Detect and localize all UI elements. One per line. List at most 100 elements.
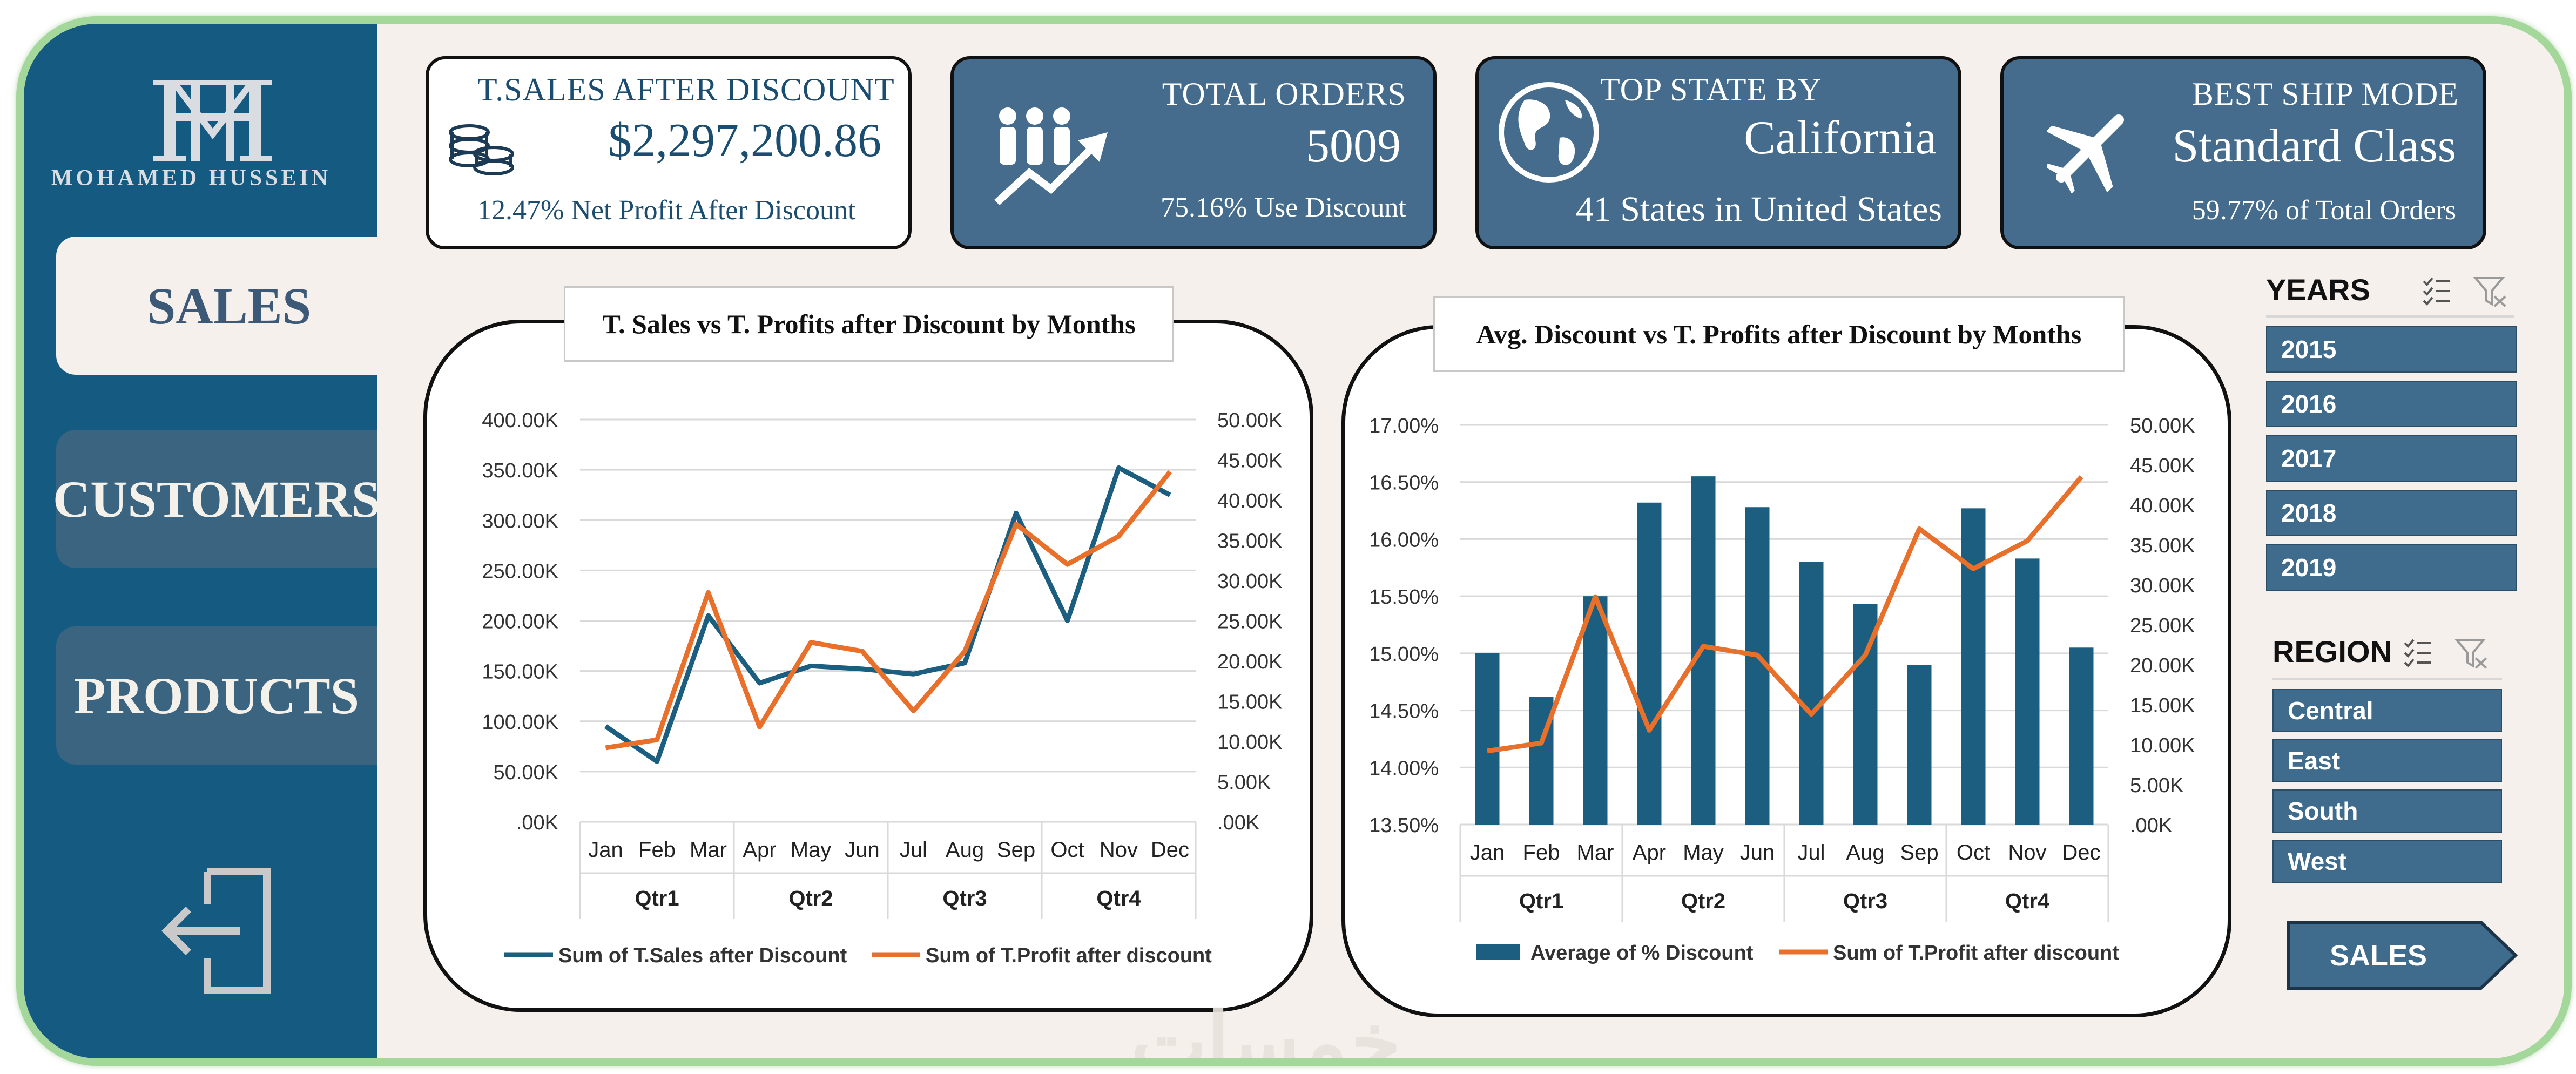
x-tick-label: Aug bbox=[1846, 841, 1884, 864]
group-label: Qtr3 bbox=[942, 887, 987, 910]
legend-label: Sum of T.Sales after Discount bbox=[558, 944, 847, 967]
group-label: Qtr1 bbox=[1519, 889, 1563, 913]
y2-tick-label: 15.00K bbox=[2130, 694, 2195, 717]
dashboard-frame: MOHAMED HUSSEIN SALES CUSTOMERS PRODUCTS… bbox=[16, 16, 2572, 1066]
x-tick-label: Jun bbox=[845, 838, 880, 862]
years-slicer-title: YEARS bbox=[2266, 273, 2370, 307]
chart-discount-profit-title: Avg. Discount vs T. Profits after Discou… bbox=[1433, 296, 2125, 372]
kpi-ship-title: BEST SHIP MODE bbox=[2191, 76, 2459, 112]
x-tick-label: Nov bbox=[1100, 838, 1138, 862]
bar-dec bbox=[2069, 647, 2094, 825]
x-tick-label: Dec bbox=[2062, 841, 2100, 864]
y2-tick-label: 5.00K bbox=[2130, 774, 2183, 797]
y-tick-label: 16.00% bbox=[1369, 529, 1439, 551]
region-item-east[interactable]: East bbox=[2272, 739, 2502, 782]
x-tick-label: Aug bbox=[946, 838, 984, 862]
y2-tick-label: 45.00K bbox=[1217, 450, 1282, 472]
clear-filter-icon[interactable] bbox=[2454, 639, 2487, 669]
group-label: Qtr3 bbox=[1843, 889, 1887, 913]
sales-button[interactable]: SALES bbox=[2287, 920, 2519, 990]
y-tick-label: 100.00K bbox=[482, 711, 558, 734]
region-item-south[interactable]: South bbox=[2272, 789, 2502, 833]
year-item-2019[interactable]: 2019 bbox=[2266, 544, 2517, 591]
kpi-orders-note: 75.16% Use Discount bbox=[1161, 192, 1406, 223]
y-tick-label: 300.00K bbox=[482, 510, 558, 532]
y2-tick-label: 50.00K bbox=[1217, 409, 1282, 432]
y2-tick-label: .00K bbox=[2130, 814, 2172, 837]
y2-tick-label: 50.00K bbox=[2130, 415, 2195, 437]
y2-tick-label: 10.00K bbox=[2130, 734, 2195, 757]
exit-icon[interactable] bbox=[159, 866, 278, 996]
bar-jul bbox=[1799, 562, 1824, 825]
y2-tick-label: 25.00K bbox=[1217, 611, 1282, 633]
group-label: Qtr2 bbox=[1681, 889, 1725, 913]
series-line bbox=[605, 470, 1172, 751]
chart-sales-profit: 400.00K 350.00K 300.00K 250.00K 200.00K 150.0… bbox=[482, 409, 1282, 967]
year-item-2015[interactable]: 2015 bbox=[2266, 326, 2517, 373]
nav-customers[interactable]: CUSTOMERS bbox=[53, 430, 380, 568]
multi-select-icon[interactable] bbox=[2404, 639, 2431, 667]
bar-oct bbox=[1961, 508, 1986, 825]
y2-tick-label: 15.00K bbox=[1217, 691, 1282, 714]
x-tick-label: Jan bbox=[588, 838, 623, 862]
multi-select-icon[interactable] bbox=[2423, 277, 2450, 306]
x-tick-label: Jun bbox=[1740, 841, 1775, 864]
legend-label: Sum of T.Profit after discount bbox=[1833, 942, 2119, 964]
logo-text: MOHAMED HUSSEIN bbox=[51, 166, 332, 191]
chart-discount-profit: 17.00% 16.50% 16.00% 15.50% 15.00% 14.50% 14.0… bbox=[1369, 415, 2195, 964]
y-tick-label: 350.00K bbox=[482, 460, 558, 482]
y-tick-label: 15.00% bbox=[1369, 643, 1439, 666]
x-tick-label: Oct bbox=[1050, 838, 1084, 862]
x-tick-label: May bbox=[1683, 841, 1724, 864]
y2-tick-label: 20.00K bbox=[2130, 654, 2195, 677]
coins-icon bbox=[449, 124, 514, 175]
people-growth-icon bbox=[994, 107, 1108, 206]
nav-products[interactable]: PRODUCTS bbox=[56, 626, 377, 765]
bar-mar bbox=[1583, 596, 1608, 825]
y-tick-label: 50.00K bbox=[494, 761, 558, 784]
x-tick-label: Mar bbox=[690, 838, 727, 862]
bar-nov bbox=[2015, 558, 2040, 825]
y2-tick-label: 30.00K bbox=[2130, 575, 2195, 597]
group-label: Qtr4 bbox=[2005, 889, 2050, 913]
kpi-state-card: TOP STATE BY California 41 States in Uni… bbox=[1475, 56, 1961, 249]
legend-label: Sum of T.Profit after discount bbox=[926, 944, 1212, 967]
kpi-ship-card: BEST SHIP MODE Standard Class 59.77% of … bbox=[2000, 56, 2486, 249]
sidebar: MOHAMED HUSSEIN SALES CUSTOMERS PRODUCTS bbox=[24, 24, 402, 1058]
bar-jan bbox=[1475, 653, 1500, 825]
y2-tick-label: 35.00K bbox=[1217, 530, 1282, 553]
year-item-2017[interactable]: 2017 bbox=[2266, 435, 2517, 482]
x-tick-label: Jul bbox=[1797, 841, 1825, 864]
year-item-2018[interactable]: 2018 bbox=[2266, 490, 2517, 536]
x-tick-label: Sep bbox=[997, 838, 1035, 862]
x-tick-label: Oct bbox=[1957, 841, 1990, 864]
year-item-2016[interactable]: 2016 bbox=[2266, 381, 2517, 427]
kpi-ship-value: Standard Class bbox=[2172, 120, 2456, 172]
region-item-west[interactable]: West bbox=[2272, 840, 2502, 883]
y-tick-label: 400.00K bbox=[482, 409, 558, 432]
y-tick-label: 16.50% bbox=[1369, 472, 1439, 495]
y-tick-label: 250.00K bbox=[482, 560, 558, 583]
y2-tick-label: 45.00K bbox=[2130, 455, 2195, 477]
kpi-sales-value: $2,297,200.86 bbox=[608, 114, 881, 167]
y2-tick-label: 40.00K bbox=[2130, 495, 2195, 517]
region-slicer-title: REGION bbox=[2272, 634, 2392, 668]
logo-mark bbox=[153, 80, 272, 161]
region-item-central[interactable]: Central bbox=[2272, 689, 2502, 732]
airplane-icon bbox=[2047, 114, 2125, 194]
region-slicer-divider bbox=[2272, 678, 2502, 680]
nav-sales[interactable]: SALES bbox=[56, 237, 402, 375]
x-tick-label: Feb bbox=[638, 838, 676, 862]
bar-apr bbox=[1637, 502, 1662, 825]
x-tick-label: Dec bbox=[1151, 838, 1189, 862]
kpi-orders-card: TOTAL ORDERS 5009 75.16% Use Discount bbox=[950, 56, 1437, 249]
legend-swatch bbox=[1476, 944, 1520, 960]
y-tick-label: 13.50% bbox=[1369, 814, 1439, 837]
y2-tick-label: 40.00K bbox=[1217, 490, 1282, 512]
sales-button-label: SALES bbox=[2330, 940, 2427, 972]
x-tick-label: Feb bbox=[1523, 841, 1560, 864]
y-tick-label: 200.00K bbox=[482, 611, 558, 633]
y-tick-label: 14.00% bbox=[1369, 757, 1439, 780]
group-label: Qtr2 bbox=[788, 887, 833, 910]
clear-filter-icon[interactable] bbox=[2473, 277, 2506, 307]
